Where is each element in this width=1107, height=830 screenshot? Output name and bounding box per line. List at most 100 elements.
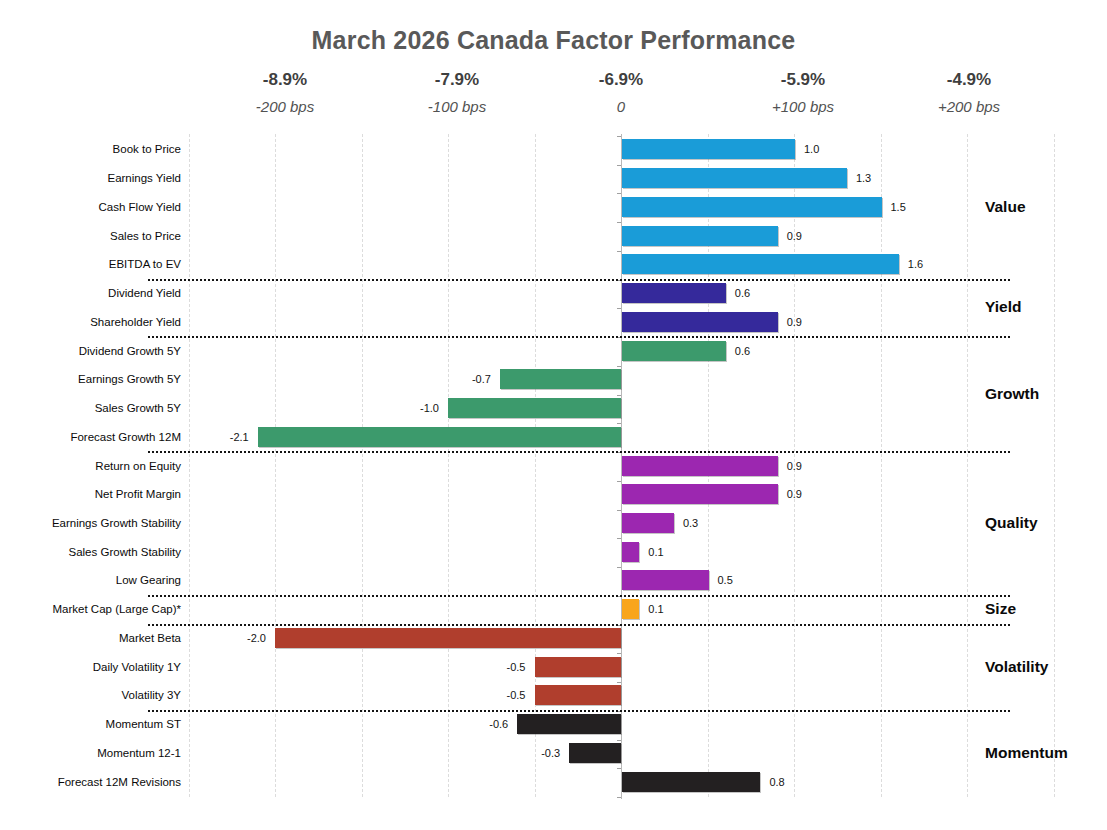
bar: [275, 628, 621, 648]
row-label: Dividend Growth 5Y: [0, 341, 181, 361]
bar-value-label: -2.1: [199, 427, 249, 447]
bar: [622, 542, 639, 562]
gridline: [275, 134, 276, 797]
group-separator: [148, 710, 1010, 712]
bar-value-label: 0.8: [769, 772, 784, 792]
row-label: Book to Price: [0, 139, 181, 159]
bar-value-label: 1.0: [804, 139, 819, 159]
factor-performance-chart: March 2026 Canada Factor Performance -8.…: [0, 0, 1107, 830]
row-label: Sales to Price: [0, 226, 181, 246]
bar: [622, 599, 639, 619]
bar: [622, 513, 674, 533]
bar-value-label: 0.9: [787, 226, 802, 246]
axis-pct-label: -8.9%: [225, 70, 345, 90]
group-label: Size: [985, 600, 1105, 618]
zero-axis-tick: [617, 653, 621, 654]
bar: [622, 772, 760, 792]
zero-axis-tick: [617, 538, 621, 539]
group-label: Momentum: [985, 744, 1105, 762]
row-label: EBITDA to EV: [0, 254, 181, 274]
bar: [622, 226, 778, 246]
group-separator: [148, 624, 1010, 626]
bar: [258, 427, 621, 447]
row-label: Sales Growth 5Y: [0, 398, 181, 418]
chart-title: March 2026 Canada Factor Performance: [0, 26, 1107, 55]
row-label: Forecast 12M Revisions: [0, 772, 181, 792]
bar-value-label: 0.1: [648, 542, 663, 562]
gridline: [881, 134, 882, 797]
zero-axis-tick: [617, 740, 621, 741]
zero-axis-tick: [617, 567, 621, 568]
axis-pct-label: -4.9%: [909, 70, 1029, 90]
bar: [622, 484, 778, 504]
bar-value-label: 0.5: [718, 570, 733, 590]
zero-axis-tick: [617, 136, 621, 137]
bar: [622, 283, 726, 303]
bar: [448, 398, 621, 418]
bar: [622, 312, 778, 332]
row-label: Sales Growth Stability: [0, 542, 181, 562]
bar: [535, 685, 622, 705]
row-label: Forecast Growth 12M: [0, 427, 181, 447]
group-separator: [148, 336, 1010, 338]
axis-bps-label: +200 bps: [899, 98, 1039, 115]
group-label: Growth: [985, 385, 1105, 403]
row-label: Return on Equity: [0, 456, 181, 476]
bar-value-label: 0.6: [735, 341, 750, 361]
axis-bps-label: -100 bps: [387, 98, 527, 115]
axis-bps-label: +100 bps: [733, 98, 873, 115]
row-label: Earnings Yield: [0, 168, 181, 188]
bar-value-label: -0.5: [476, 657, 526, 677]
bar-value-label: -0.3: [510, 743, 560, 763]
zero-axis-tick: [617, 682, 621, 683]
bar-value-label: 0.9: [787, 456, 802, 476]
row-label: Shareholder Yield: [0, 312, 181, 332]
zero-axis-tick: [617, 395, 621, 396]
bar-value-label: -0.5: [476, 685, 526, 705]
row-label: Market Cap (Large Cap)*: [0, 599, 181, 619]
bar-value-label: 0.3: [683, 513, 698, 533]
row-label: Net Profit Margin: [0, 484, 181, 504]
zero-axis-tick: [617, 768, 621, 769]
row-label: Momentum ST: [0, 714, 181, 734]
bar: [622, 168, 847, 188]
group-label: Yield: [985, 298, 1105, 316]
zero-axis-tick: [617, 366, 621, 367]
group-label: Quality: [985, 514, 1105, 532]
bar: [622, 139, 795, 159]
bar: [535, 657, 622, 677]
bar: [517, 714, 621, 734]
row-label: Momentum 12-1: [0, 743, 181, 763]
bar-value-label: 0.9: [787, 312, 802, 332]
bar-value-label: 0.1: [648, 599, 663, 619]
group-separator: [148, 595, 1010, 597]
bar-value-label: 0.6: [735, 283, 750, 303]
row-label: Cash Flow Yield: [0, 197, 181, 217]
bar-value-label: 1.6: [908, 254, 923, 274]
gridline: [189, 134, 190, 797]
bar-value-label: 1.3: [856, 168, 871, 188]
zero-axis-tick: [617, 251, 621, 252]
zero-axis-tick: [617, 481, 621, 482]
gridline: [448, 134, 449, 797]
zero-axis-tick: [617, 165, 621, 166]
bar: [622, 254, 899, 274]
zero-axis-tick: [617, 193, 621, 194]
zero-axis-tick: [617, 423, 621, 424]
axis-pct-label: -7.9%: [397, 70, 517, 90]
gridline: [967, 134, 968, 797]
zero-axis-tick: [617, 797, 621, 798]
group-label: Volatility: [985, 658, 1105, 676]
axis-bps-label: -200 bps: [215, 98, 355, 115]
bar-value-label: -0.6: [458, 714, 508, 734]
axis-bps-label: 0: [551, 98, 691, 115]
row-label: Volatility 3Y: [0, 685, 181, 705]
row-label: Dividend Yield: [0, 283, 181, 303]
axis-pct-label: -5.9%: [743, 70, 863, 90]
zero-axis-tick: [617, 510, 621, 511]
row-label: Earnings Growth Stability: [0, 513, 181, 533]
bar: [622, 456, 778, 476]
gridline: [362, 134, 363, 797]
bar-value-label: 1.5: [891, 197, 906, 217]
row-label: Market Beta: [0, 628, 181, 648]
